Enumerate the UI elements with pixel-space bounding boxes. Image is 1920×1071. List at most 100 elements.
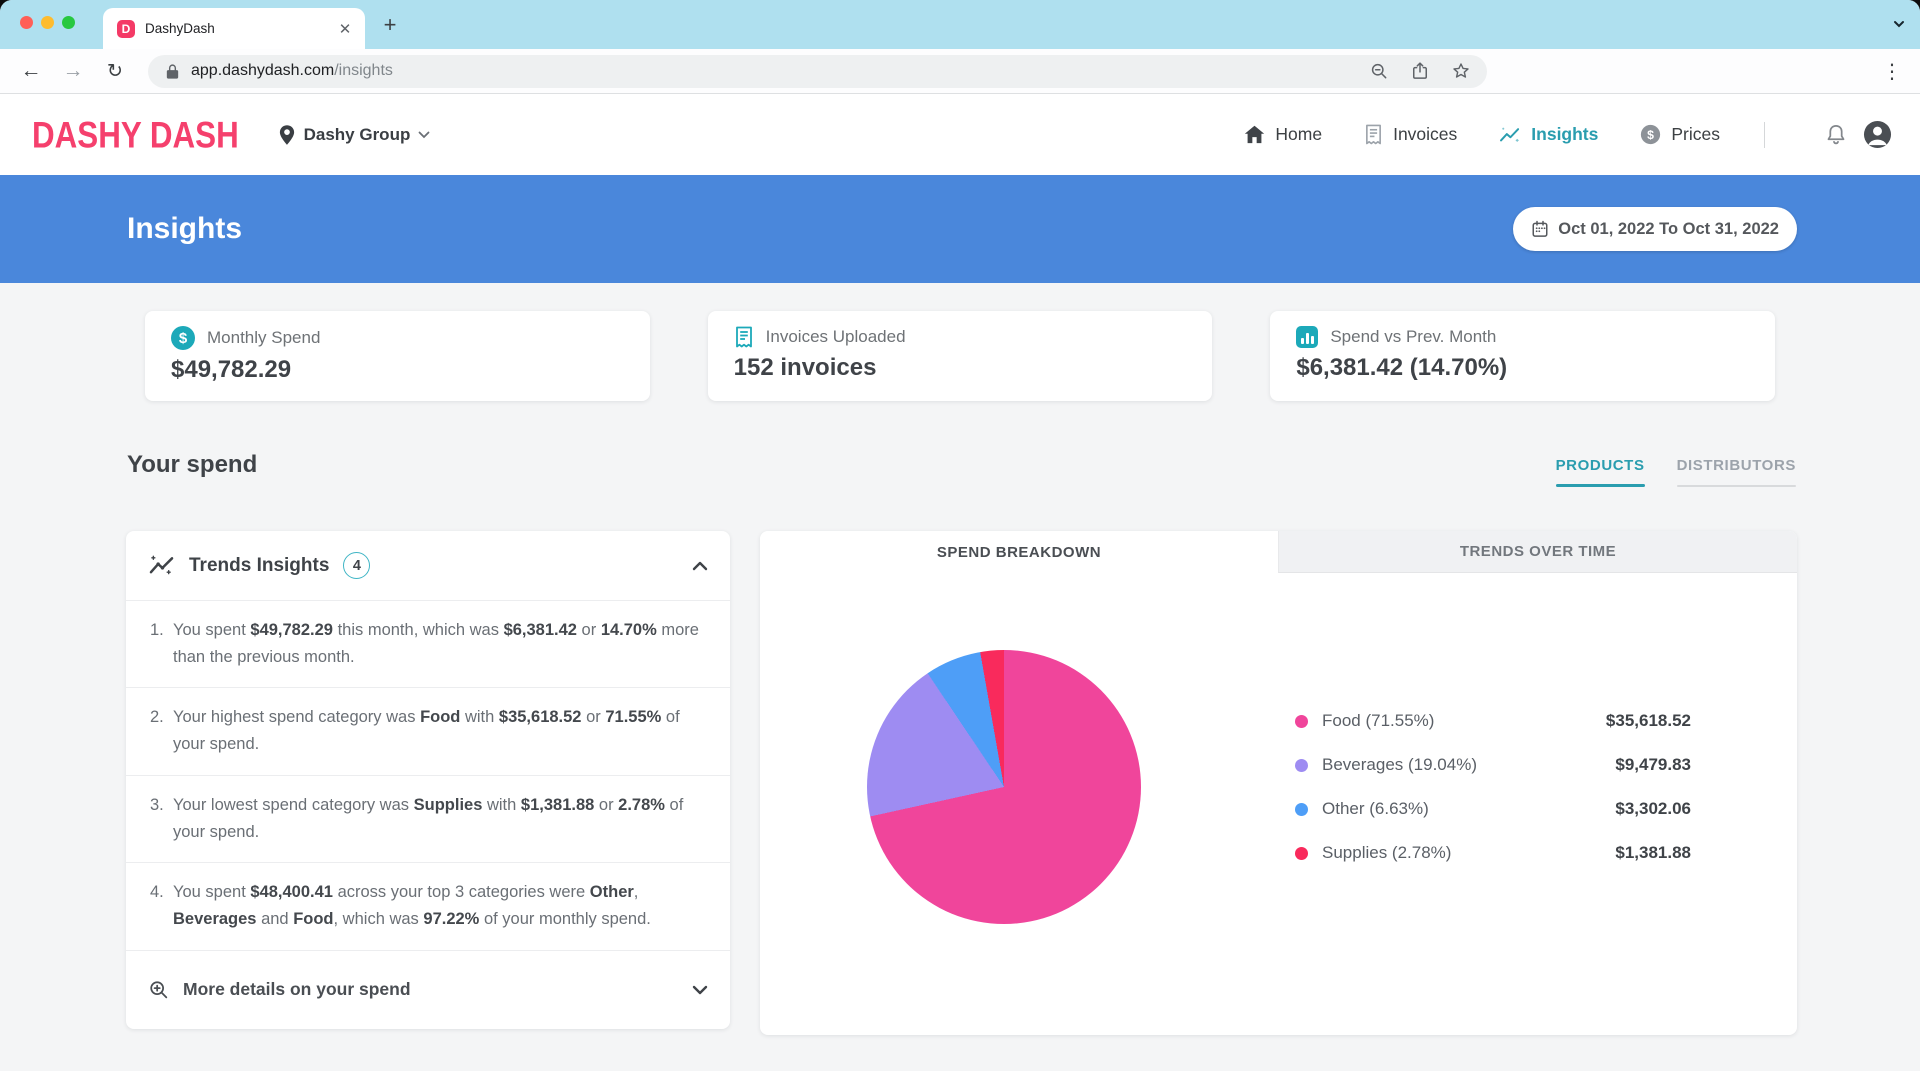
stat-label: Spend vs Prev. Month (1330, 327, 1497, 346)
breakdown-tabs: SPEND BREAKDOWN TRENDS OVER TIME (760, 531, 1797, 573)
dollar-circle-icon: $ (1640, 124, 1661, 145)
address-bar[interactable]: app.dashydash.com/insights (148, 54, 1487, 88)
close-window-button[interactable] (20, 16, 33, 29)
share-icon[interactable] (1410, 61, 1430, 81)
tab-distributors[interactable]: DISTRIBUTORS (1676, 457, 1796, 487)
page-body: $ Monthly Spend $49,782.29 Invoices Uplo… (0, 283, 1920, 1070)
avatar[interactable] (1863, 120, 1892, 149)
lock-icon (164, 63, 181, 80)
legend-dot (1295, 802, 1308, 816)
dollar-circle-icon: $ (171, 326, 195, 350)
main-nav: Home Invoices Insights $ Prices (1244, 120, 1892, 149)
browser-menu-icon[interactable]: ⋮ (1882, 60, 1902, 83)
stat-value: $49,782.29 (171, 356, 292, 383)
legend-value: $3,302.06 (1615, 799, 1691, 818)
spend-pie-chart (867, 650, 1141, 924)
trends-insights-title: Trends Insights (189, 554, 330, 576)
forward-icon[interactable]: → (62, 59, 84, 82)
tab-products[interactable]: PRODUCTS (1555, 457, 1645, 487)
pie-legend: Food (71.55%) $35,618.52 Beverages (19.04%… (1295, 699, 1691, 875)
breakdown-content: Food (71.55%) $35,618.52 Beverages (19.04%… (760, 573, 1797, 1035)
legend-dot (1295, 758, 1308, 772)
header-divider (1764, 121, 1765, 148)
nav-item-prices[interactable]: $ Prices (1640, 124, 1720, 145)
tab-title: DashyDash (145, 21, 215, 36)
url-host: app.dashydash.com (191, 62, 335, 79)
insight-item: 3. Your lowest spend category was Supplie… (126, 776, 730, 864)
location-selector[interactable]: Dashy Group (278, 124, 431, 146)
browser-tabstrip: D DashyDash ✕ + (0, 0, 1920, 49)
magnifier-plus-icon (148, 979, 170, 1001)
minimize-window-button[interactable] (41, 16, 54, 29)
stat-card-monthly-spend: $ Monthly Spend $49,782.29 (145, 311, 650, 401)
new-tab-button[interactable]: + (383, 12, 397, 37)
app-logo[interactable]: DASHY DASH (32, 113, 239, 155)
more-details-label: More details on your spend (183, 979, 411, 1000)
calendar-icon (1531, 220, 1549, 238)
insights-count-badge: 4 (343, 552, 371, 579)
legend-row: Supplies (2.78%) $1,381.88 (1295, 831, 1691, 875)
zoom-out-icon[interactable] (1369, 61, 1389, 81)
date-range-button[interactable]: Oct 01, 2022 To Oct 31, 2022 (1513, 207, 1797, 251)
spend-section-header: Your spend PRODUCTS DISTRIBUTORS (127, 451, 1796, 487)
legend-label: Other (6.63%) (1322, 799, 1429, 818)
stat-value: $6,381.42 (14.70%) (1296, 354, 1508, 381)
legend-label: Beverages (19.04%) (1322, 755, 1477, 774)
more-details-toggle[interactable]: More details on your spend (126, 951, 730, 1029)
header-actions (1825, 120, 1892, 149)
omnibox-icons (1369, 61, 1471, 81)
legend-label: Supplies (2.78%) (1322, 843, 1452, 862)
page-title: Insights (127, 212, 243, 245)
stat-label: Monthly Spend (207, 328, 321, 347)
back-icon[interactable]: ← (20, 59, 42, 82)
legend-dot (1295, 714, 1308, 728)
location-pin-icon (278, 124, 296, 146)
chevron-down-icon[interactable] (692, 985, 708, 995)
browser-toolbar: ← → ↻ app.dashydash.com/insights ⋮ (0, 49, 1920, 94)
zoom-window-button[interactable] (62, 16, 75, 29)
url-text: app.dashydash.com/insights (191, 62, 393, 80)
tab-spend-breakdown[interactable]: SPEND BREAKDOWN (760, 531, 1278, 573)
legend-value: $9,479.83 (1615, 755, 1691, 774)
nav-item-invoices[interactable]: Invoices (1364, 124, 1457, 145)
legend-label: Food (71.55%) (1322, 711, 1435, 730)
tab-trends-over-time[interactable]: TRENDS OVER TIME (1278, 531, 1797, 573)
chevron-up-icon[interactable] (692, 561, 708, 571)
stat-card-invoices-uploaded: Invoices Uploaded 152 invoices (707, 311, 1213, 401)
nav-item-home[interactable]: Home (1244, 124, 1322, 145)
invoice-icon (1364, 124, 1383, 145)
url-path: /insights (334, 62, 393, 79)
main-content-row: Trends Insights 4 1. You spent $49,782.29… (126, 531, 1797, 1035)
nav-item-insights[interactable]: Insights (1499, 124, 1598, 145)
insight-item: 4. You spent $48,400.41 across your top 3… (126, 863, 730, 951)
invoice-icon (734, 326, 754, 348)
date-range-label: Oct 01, 2022 To Oct 31, 2022 (1558, 219, 1779, 238)
svg-text:$: $ (1647, 128, 1654, 142)
nav-label: Insights (1531, 124, 1599, 144)
stat-value: 152 invoices (733, 354, 877, 381)
section-title: Your spend (127, 451, 258, 478)
insights-trend-icon (1499, 126, 1521, 144)
trends-insights-card: Trends Insights 4 1. You spent $49,782.29… (126, 531, 730, 1029)
trends-insights-header[interactable]: Trends Insights 4 (126, 531, 730, 601)
spend-breakdown-card: SPEND BREAKDOWN TRENDS OVER TIME Food (7… (760, 531, 1797, 1035)
legend-row: Other (6.63%) $3,302.06 (1295, 787, 1691, 831)
location-label: Dashy Group (303, 124, 411, 144)
tab-search-chevron-icon[interactable] (1892, 17, 1906, 31)
bookmark-star-icon[interactable] (1451, 61, 1471, 81)
notifications-bell-icon[interactable] (1825, 123, 1847, 147)
insights-list: 1. You spent $49,782.29 this month, which… (126, 601, 730, 951)
tab-close-icon[interactable]: ✕ (338, 20, 352, 38)
favicon: D (117, 19, 135, 38)
hero-banner: Insights Oct 01, 2022 To Oct 31, 2022 (0, 175, 1920, 283)
legend-row: Beverages (19.04%) $9,479.83 (1295, 743, 1691, 787)
trend-sparkle-icon (148, 554, 175, 577)
traffic-lights (20, 16, 75, 29)
reload-icon[interactable]: ↻ (107, 60, 123, 82)
stat-label: Invoices Uploaded (765, 327, 906, 346)
legend-value: $1,381.88 (1615, 843, 1691, 862)
home-icon (1244, 125, 1265, 144)
browser-tab[interactable]: D DashyDash ✕ (103, 8, 365, 49)
stat-cards-row: $ Monthly Spend $49,782.29 Invoices Uplo… (145, 283, 1776, 401)
